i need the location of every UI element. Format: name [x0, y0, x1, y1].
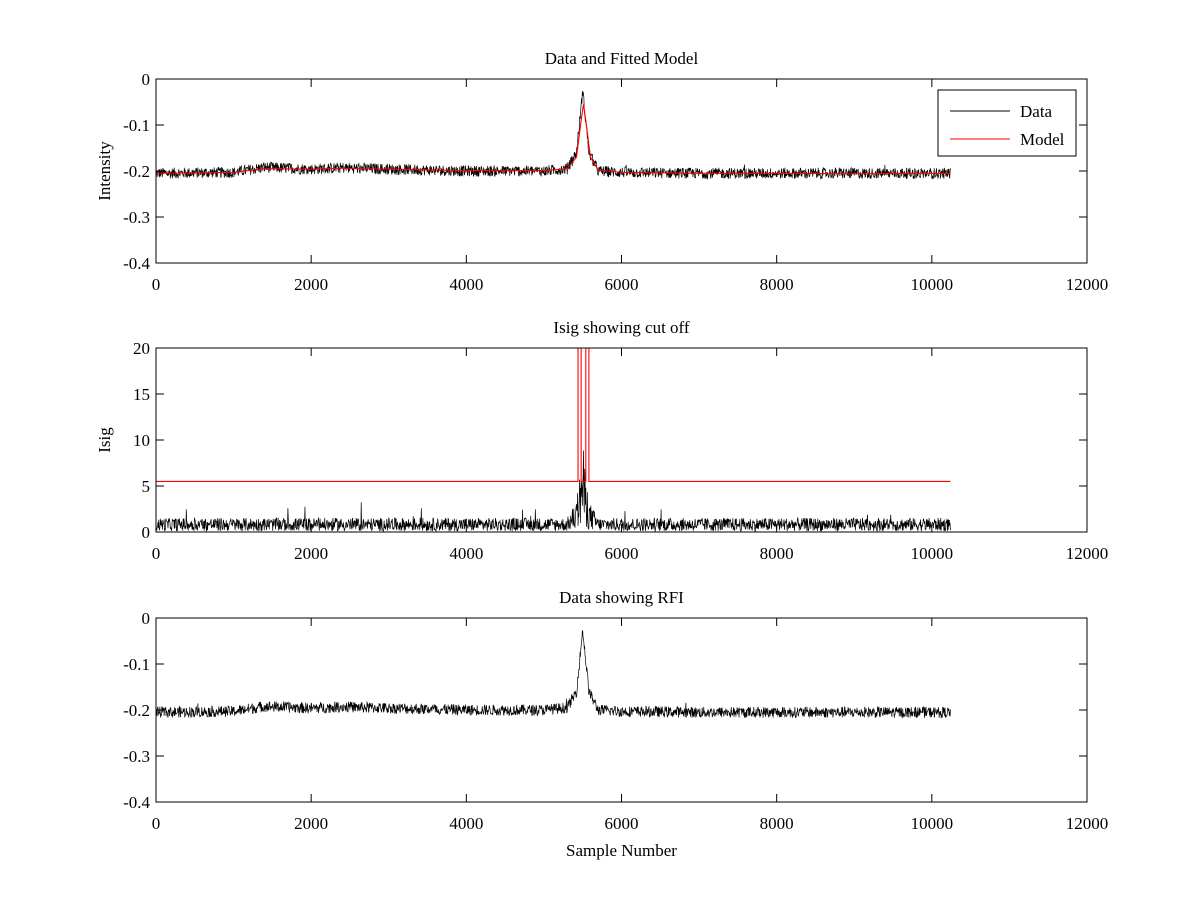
legend-box	[937, 89, 1077, 157]
x-tick-label: 2000	[294, 814, 328, 833]
x-tick-label: 6000	[605, 544, 639, 563]
x-tick-label: 2000	[294, 275, 328, 294]
y-axis-label: Isig	[95, 427, 114, 453]
chart-panel-1: 0 2000 4000 6000 8000 10000 12000 -0.4 -0.3 -0.2 -…	[95, 49, 1108, 294]
x-tick-label: 6000	[605, 275, 639, 294]
chart-panel-2: 0 2000 4000 6000 8000 10000 12000 0 5 10 15 20 Isig …	[95, 318, 1108, 563]
legend: Data Model	[937, 89, 1077, 157]
x-axis-label: Sample Number	[566, 841, 677, 860]
x-tick-label: 12000	[1066, 544, 1109, 563]
x-tick-label: 10000	[911, 275, 954, 294]
x-tick-label: 4000	[449, 814, 483, 833]
chart-title: Data and Fitted Model	[545, 49, 699, 68]
y-tick-label: -0.4	[123, 254, 150, 273]
x-tick-label: 8000	[760, 275, 794, 294]
legend-entry: Model	[1020, 130, 1065, 149]
y-tick-label: -0.2	[123, 701, 150, 720]
y-axis-label: Intensity	[95, 141, 114, 201]
y-tick-label: -0.1	[123, 116, 150, 135]
y-tick-label: -0.3	[123, 208, 150, 227]
y-tick-label: -0.3	[123, 747, 150, 766]
legend-entry: Data	[1020, 102, 1053, 121]
y-tick-label: -0.2	[123, 162, 150, 181]
y-tick-label: 15	[133, 385, 150, 404]
x-tick-label: 12000	[1066, 275, 1109, 294]
chart-title: Data showing RFI	[559, 588, 684, 607]
series-line-data	[156, 91, 951, 181]
x-tick-label: 10000	[911, 544, 954, 563]
series-line-model	[156, 104, 951, 175]
y-tick-label: 5	[142, 477, 151, 496]
y-tick-label: -0.1	[123, 655, 150, 674]
y-tick-label: 20	[133, 339, 150, 358]
series-line-cutoff	[156, 348, 951, 482]
y-tick-label: -0.4	[123, 793, 150, 812]
x-tick-label: 0	[152, 814, 161, 833]
y-tick-label: 0	[142, 523, 151, 542]
chart-title: Isig showing cut off	[553, 318, 689, 337]
y-tick-label: 0	[142, 70, 151, 89]
chart-panel-3: 0 2000 4000 6000 8000 10000 12000 -0.4 -0.3 -0.2 -…	[123, 588, 1108, 860]
x-tick-label: 6000	[605, 814, 639, 833]
x-tick-label: 12000	[1066, 814, 1109, 833]
x-tick-label: 0	[152, 275, 161, 294]
x-tick-label: 8000	[760, 814, 794, 833]
x-tick-label: 4000	[449, 544, 483, 563]
y-tick-label: 10	[133, 431, 150, 450]
series-line-signal	[156, 630, 951, 719]
x-tick-label: 2000	[294, 544, 328, 563]
series-line-signal	[156, 450, 951, 532]
x-tick-label: 8000	[760, 544, 794, 563]
x-tick-label: 10000	[911, 814, 954, 833]
y-tick-label: 0	[142, 609, 151, 628]
x-tick-label: 0	[152, 544, 161, 563]
x-tick-label: 4000	[449, 275, 483, 294]
